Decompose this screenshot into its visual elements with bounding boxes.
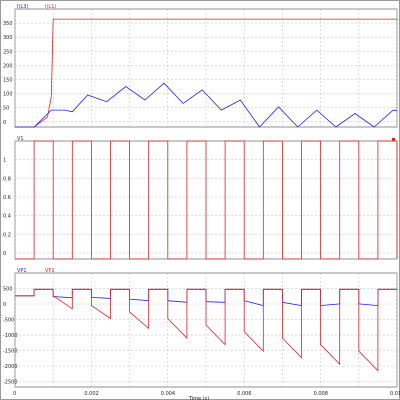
panel-2-legend-v1: V1 <box>17 136 24 142</box>
panel-1-y-tick-label: 350 <box>3 21 13 27</box>
panel-1-y-tick-label: 250 <box>3 49 13 55</box>
panel-2-y-tick-label: 0.6 <box>3 195 11 201</box>
panel-2-y-tick-label: 1 <box>3 158 6 164</box>
panel-2-y-tick-label: 0.2 <box>3 232 11 238</box>
panel-3-y-tick-label: -1500 <box>3 349 18 355</box>
panel-1-y-tick-label: 150 <box>3 78 13 84</box>
x-tick-label: 0.002 <box>84 391 98 397</box>
panel-1-y-tick-label: 50 <box>3 106 9 112</box>
panel-1-legend-il1: I(L1) <box>45 4 56 10</box>
panel-3-y-tick-label: -2500 <box>3 380 18 386</box>
panel-2-y-tick-label: 0.4 <box>3 214 11 220</box>
panel-1-y-tick-label: 100 <box>3 92 13 98</box>
series-vp2-line <box>15 288 397 372</box>
panel-3-y-tick-label: 0 <box>3 302 6 308</box>
panel-2-y-tick-label: 0.8 <box>3 176 11 182</box>
panel-1-y-tick-label: 200 <box>3 63 13 69</box>
series-il3-line <box>15 82 398 128</box>
x-tick-label: 0 <box>13 391 16 397</box>
panel-3-legend-vp2: VP2 <box>45 268 55 274</box>
panel-1-y-tick-label: 0 <box>3 120 6 126</box>
panel-1-y-tick-label: 300 <box>3 35 13 41</box>
panel-2-y-tick-label: 0 <box>3 251 6 257</box>
panel-1-frame <box>14 8 398 128</box>
x-tick-label: 0.006 <box>237 391 251 397</box>
panel-3-y-tick-label: -1000 <box>3 333 18 339</box>
series-v1-line <box>15 140 398 260</box>
panel-3-y-tick-label: 500 <box>3 287 13 293</box>
panel-2-marker-icon[interactable] <box>392 138 395 141</box>
x-tick-label: 0.01 <box>390 391 400 397</box>
x-tick-label: 0.004 <box>161 391 175 397</box>
panel-1-legend-il3: I(L3) <box>17 4 28 10</box>
x-axis-label: Time (s) <box>188 396 209 400</box>
x-tick-label: 0.008 <box>314 391 328 397</box>
panel-3-y-tick-label: -500 <box>3 318 14 324</box>
panel-3-legend-vp1: VP1 <box>17 268 27 274</box>
panel-3-y-tick-label: -2000 <box>3 364 18 370</box>
